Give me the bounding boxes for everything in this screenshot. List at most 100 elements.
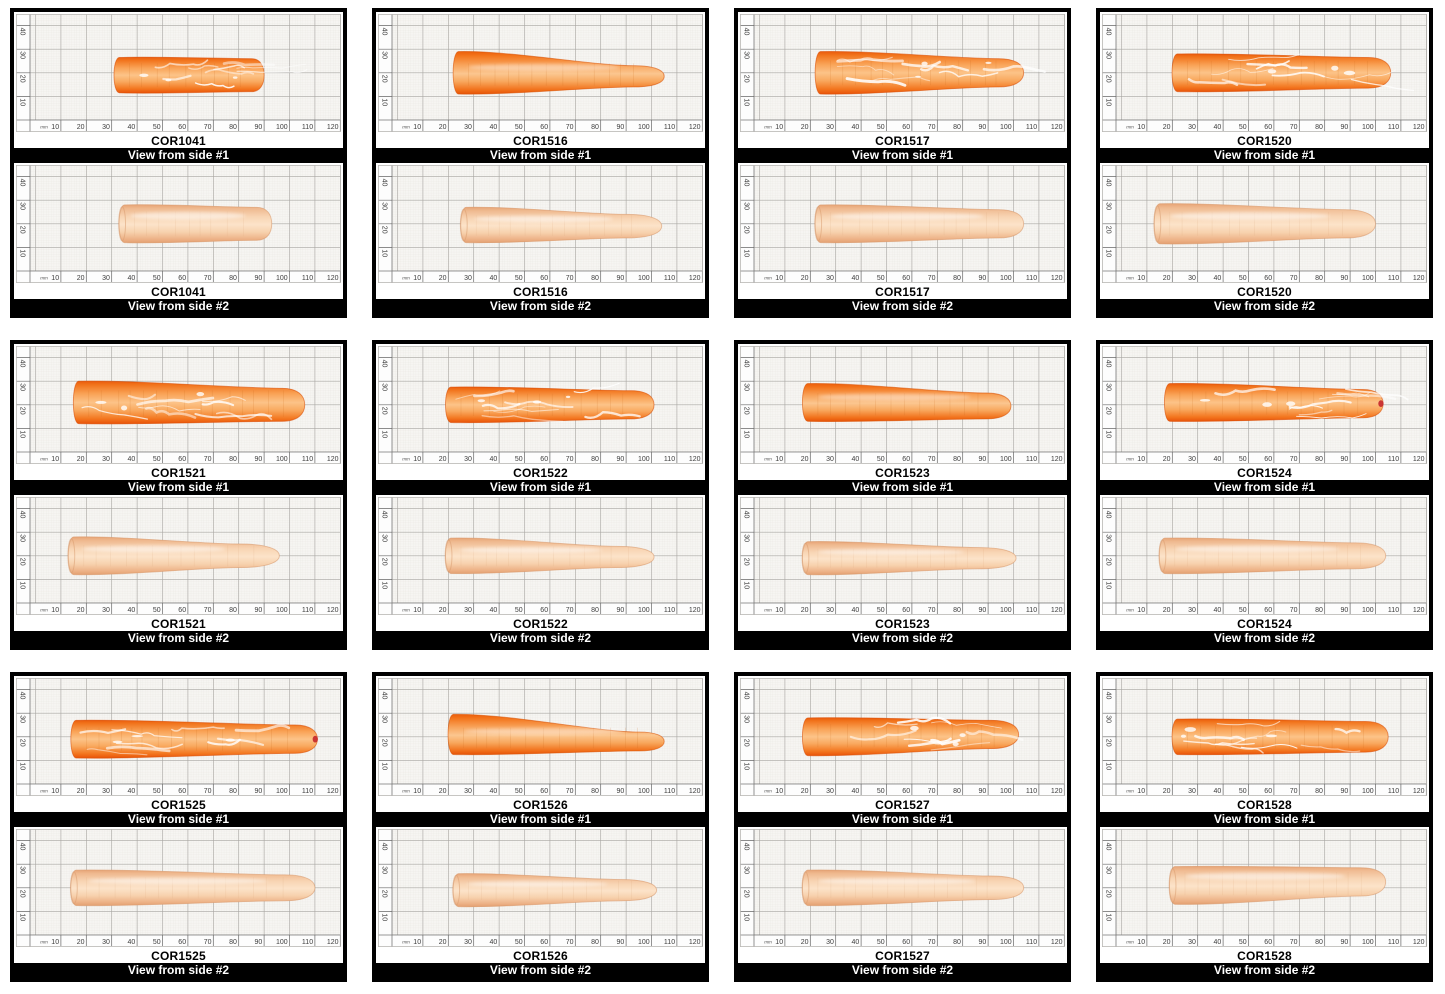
svg-text:50: 50 [153, 124, 161, 131]
svg-text:40: 40 [852, 124, 860, 131]
svg-text:30: 30 [826, 275, 834, 282]
svg-text:50: 50 [153, 607, 161, 614]
svg-text:10: 10 [743, 98, 750, 106]
svg-text:10: 10 [19, 249, 26, 257]
svg-text:40: 40 [128, 607, 136, 614]
svg-text:20: 20 [1105, 890, 1112, 898]
ruler-unit-label: mm [40, 457, 48, 462]
view-caption-bar: View from side #1 [1100, 812, 1429, 827]
specimen-code-label: COR1528 [1237, 798, 1292, 812]
specimen-view-1: 10 20 30 40 50 60 70 80 90 100 110 120 mm 10 20 30 40 CO… [1100, 676, 1429, 827]
specimen-photo: 10 20 30 40 50 60 70 80 90 100 110 120 mm 10 20 30 40 [738, 827, 1067, 949]
svg-text:100: 100 [276, 456, 288, 463]
svg-text:50: 50 [515, 456, 523, 463]
svg-text:30: 30 [19, 534, 26, 542]
ruler-unit-label: mm [40, 276, 48, 281]
svg-text:110: 110 [664, 788, 675, 795]
svg-text:40: 40 [1214, 788, 1222, 795]
svg-text:90: 90 [979, 939, 987, 946]
svg-text:60: 60 [902, 607, 910, 614]
specimen-photo: 10 20 30 40 50 60 70 80 90 100 110 120 mm 10 20 30 40 [738, 344, 1067, 466]
svg-text:50: 50 [877, 939, 885, 946]
svg-text:30: 30 [826, 124, 834, 131]
svg-text:40: 40 [743, 179, 750, 187]
svg-text:20: 20 [801, 275, 809, 282]
svg-text:10: 10 [1105, 98, 1112, 106]
svg-text:120: 120 [1413, 939, 1425, 946]
specimen-shape [814, 50, 1025, 95]
specimen-card: 10 20 30 40 50 60 70 80 90 100 110 120 mm 10 20 30 40 CO… [372, 340, 709, 650]
svg-text:10: 10 [743, 913, 750, 921]
svg-text:10: 10 [743, 249, 750, 257]
svg-text:90: 90 [979, 275, 987, 282]
specimen-photo: 10 20 30 40 50 60 70 80 90 100 110 120 mm 10 20 30 40 [376, 676, 705, 798]
svg-text:40: 40 [852, 939, 860, 946]
svg-text:70: 70 [204, 939, 212, 946]
specimen-shape [70, 869, 316, 907]
svg-text:110: 110 [302, 788, 313, 795]
ruler-unit-label: mm [1126, 608, 1134, 613]
svg-text:90: 90 [1341, 275, 1349, 282]
svg-text:10: 10 [51, 124, 59, 131]
svg-text:60: 60 [540, 456, 548, 463]
svg-text:20: 20 [1105, 226, 1112, 234]
svg-text:30: 30 [1188, 275, 1196, 282]
svg-text:50: 50 [1239, 607, 1247, 614]
svg-text:70: 70 [566, 788, 574, 795]
specimen-card: 10 20 30 40 50 60 70 80 90 100 110 120 mm 10 20 30 40 CO… [734, 340, 1071, 650]
specimen-view-1: 10 20 30 40 50 60 70 80 90 100 110 120 mm 10 20 30 40 CO… [738, 12, 1067, 163]
specimen-shape [1158, 537, 1387, 575]
svg-text:30: 30 [1188, 124, 1196, 131]
specimen-view-1: 10 20 30 40 50 60 70 80 90 100 110 120 mm 10 20 30 40 CO… [1100, 344, 1429, 495]
specimen-view-1: 10 20 30 40 50 60 70 80 90 100 110 120 mm 10 20 30 40 CO… [376, 676, 705, 827]
ruler-unit-label: mm [40, 125, 48, 130]
svg-text:100: 100 [1000, 456, 1012, 463]
svg-text:70: 70 [1290, 275, 1298, 282]
svg-text:20: 20 [77, 456, 85, 463]
svg-text:70: 70 [204, 275, 212, 282]
svg-text:40: 40 [1214, 607, 1222, 614]
svg-text:70: 70 [566, 939, 574, 946]
svg-text:20: 20 [19, 890, 26, 898]
specimen-code-label: COR1041 [151, 134, 206, 148]
svg-text:30: 30 [19, 51, 26, 59]
svg-text:80: 80 [953, 124, 961, 131]
svg-text:30: 30 [381, 51, 388, 59]
svg-text:80: 80 [591, 939, 599, 946]
svg-text:110: 110 [1026, 939, 1037, 946]
svg-text:40: 40 [19, 179, 26, 187]
svg-text:90: 90 [255, 275, 263, 282]
svg-text:110: 110 [664, 456, 675, 463]
ruler-unit-label: mm [1126, 940, 1134, 945]
svg-text:10: 10 [19, 762, 26, 770]
svg-text:110: 110 [1026, 788, 1037, 795]
svg-text:40: 40 [1105, 692, 1112, 700]
svg-text:20: 20 [1163, 275, 1171, 282]
svg-text:20: 20 [801, 124, 809, 131]
specimen-shape [1153, 203, 1376, 245]
svg-text:110: 110 [664, 939, 675, 946]
svg-text:90: 90 [979, 456, 987, 463]
svg-text:10: 10 [1137, 788, 1145, 795]
specimen-card: 10 20 30 40 50 60 70 80 90 100 110 120 mm 10 20 30 40 CO… [734, 8, 1071, 318]
svg-text:40: 40 [1105, 360, 1112, 368]
ruler-unit-label: mm [1126, 789, 1134, 794]
svg-text:10: 10 [775, 788, 783, 795]
svg-text:110: 110 [1388, 275, 1399, 282]
svg-text:40: 40 [490, 939, 498, 946]
svg-text:20: 20 [743, 558, 750, 566]
svg-text:30: 30 [1188, 939, 1196, 946]
svg-text:10: 10 [413, 124, 421, 131]
svg-text:120: 120 [1051, 456, 1063, 463]
svg-text:110: 110 [302, 939, 313, 946]
svg-text:20: 20 [439, 275, 447, 282]
svg-text:110: 110 [1026, 124, 1037, 131]
svg-text:50: 50 [515, 275, 523, 282]
svg-text:10: 10 [743, 430, 750, 438]
svg-text:70: 70 [1290, 607, 1298, 614]
svg-text:90: 90 [617, 275, 625, 282]
